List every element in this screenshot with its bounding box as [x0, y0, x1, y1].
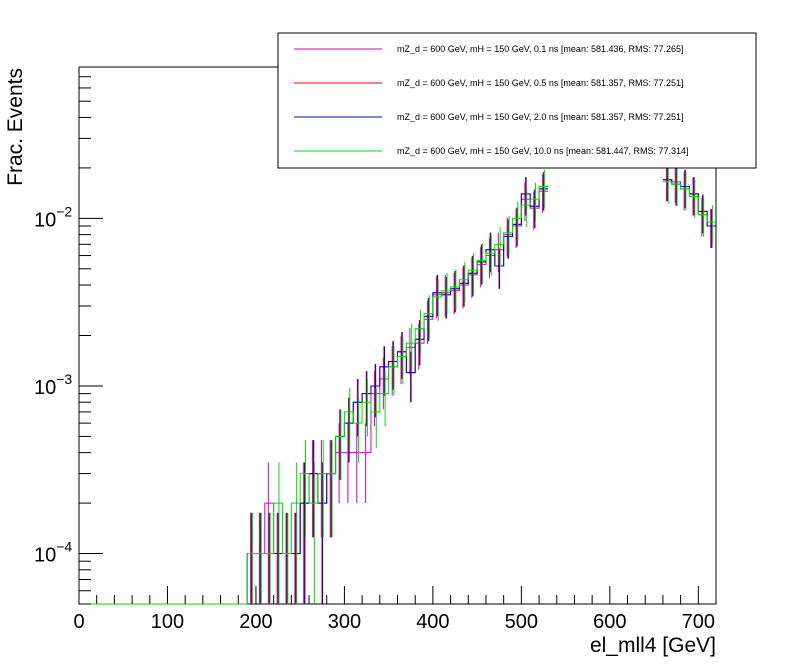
x-tick-label: 300: [328, 611, 361, 633]
x-tick-label: 600: [593, 611, 626, 633]
x-tick-label: 0: [73, 611, 84, 633]
legend-entry: mZ_d = 600 GeV, mH = 150 GeV, 0.1 ns [me…: [294, 44, 684, 54]
legend-label: mZ_d = 600 GeV, mH = 150 GeV, 2.0 ns [me…: [397, 112, 684, 122]
legend-box: [277, 32, 757, 169]
legend-label: mZ_d = 600 GeV, mH = 150 GeV, 0.5 ns [me…: [397, 78, 684, 88]
legend-entry: mZ_d = 600 GeV, mH = 150 GeV, 0.5 ns [me…: [294, 78, 684, 88]
legend-entry: mZ_d = 600 GeV, mH = 150 GeV, 2.0 ns [me…: [294, 112, 684, 122]
series-3: [79, 165, 716, 605]
x-tick-label: 100: [151, 611, 184, 633]
x-tick-label: 400: [416, 611, 449, 633]
legend-entry: mZ_d = 600 GeV, mH = 150 GeV, 10.0 ns [m…: [294, 146, 689, 156]
y-axis-label: Frac. Events: [4, 68, 27, 186]
y-tick-label: 10−3: [34, 371, 72, 399]
y-tick-label: 10−2: [34, 203, 72, 231]
legend-label: mZ_d = 600 GeV, mH = 150 GeV, 10.0 ns [m…: [397, 146, 689, 156]
legend-label: mZ_d = 600 GeV, mH = 150 GeV, 0.1 ns [me…: [397, 44, 684, 54]
y-tick-label: 10−4: [34, 539, 72, 567]
x-tick-label: 200: [239, 611, 272, 633]
x-tick-label: 700: [682, 611, 715, 633]
x-axis-label: el_mll4 [GeV]: [590, 634, 716, 657]
x-tick-label: 500: [505, 611, 538, 633]
series-3-step-line: [79, 181, 716, 605]
